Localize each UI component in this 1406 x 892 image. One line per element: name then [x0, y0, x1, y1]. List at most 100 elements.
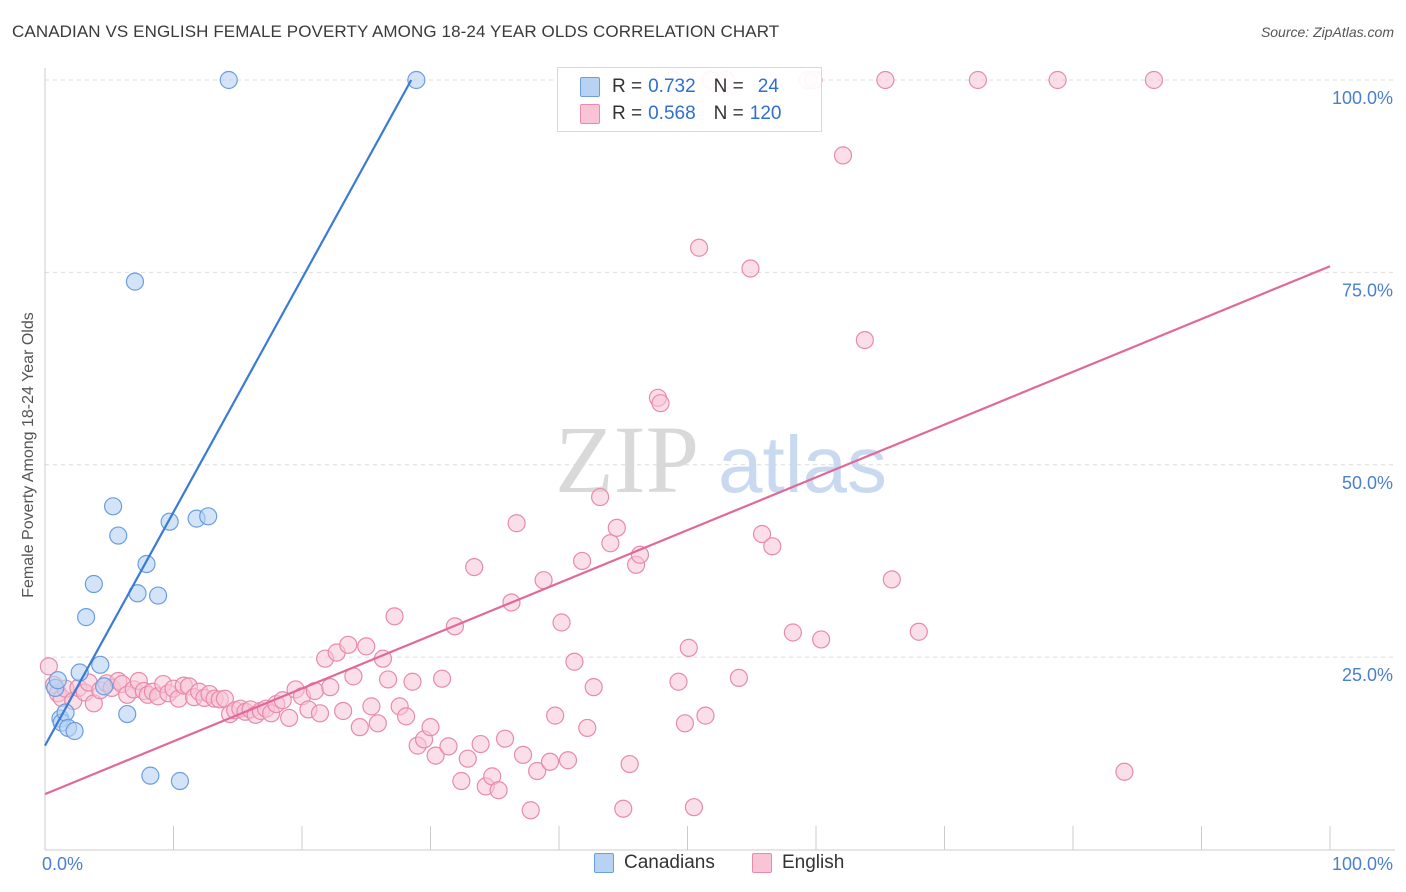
chart-title: CANADIAN VS ENGLISH FEMALE POVERTY AMONG… [12, 22, 780, 41]
canadians-swatch [594, 853, 614, 873]
source-label: Source: ZipAtlas.com [1260, 24, 1394, 40]
canadians-point [170, 771, 190, 791]
english-point [833, 146, 853, 165]
english-point [385, 607, 404, 626]
y-axis-label: Female Poverty Among 18-24 Year Olds [20, 312, 37, 598]
english-point [421, 718, 440, 737]
english-point [573, 551, 592, 571]
english-point [368, 714, 387, 733]
english-point [909, 622, 928, 641]
english-point [357, 637, 376, 656]
english-point [280, 708, 299, 728]
english-point [350, 718, 369, 737]
legend-label-english: English [782, 852, 845, 873]
tick-labels: 25.0% 50.0% 75.0% 100.0% 0.0% 100.0% [42, 88, 1393, 874]
english-point [439, 737, 458, 756]
english-point [675, 714, 695, 733]
english-point [696, 706, 715, 725]
english-point [763, 537, 782, 556]
canadians-point [109, 526, 128, 545]
english-point [855, 330, 874, 350]
english-trend-line [44, 265, 1331, 796]
watermark-atlas: atlas [718, 420, 887, 509]
english-point [601, 534, 620, 553]
english-point [689, 238, 709, 257]
english-point [620, 754, 639, 774]
english-point [783, 623, 802, 642]
x-tick-label-min: 0.0% [42, 854, 83, 874]
y-tick-label: 75.0% [1342, 280, 1393, 300]
english-point [614, 799, 633, 818]
correlation-legend: R = 0.732 N = 24 R = 0.568 N = 120 [557, 67, 822, 132]
legend-row-canadians: R = 0.732 N = 24 [580, 75, 779, 99]
canadians-point [407, 70, 426, 90]
english-point [729, 668, 749, 688]
english-point [546, 706, 565, 725]
english-point [669, 672, 688, 691]
legend-item-english[interactable]: English [752, 852, 844, 874]
canadians-swatch [580, 77, 600, 97]
english-point [465, 557, 484, 577]
english-point [584, 678, 603, 697]
english-point [552, 613, 571, 632]
english-point [651, 394, 670, 413]
english-point [458, 749, 477, 768]
y-tick-label: 25.0% [1342, 665, 1393, 685]
watermark-zip: ZIP [555, 406, 699, 513]
legend-r-label: R = [612, 103, 643, 124]
english-point [540, 752, 560, 771]
english-point [679, 638, 698, 657]
english-point [876, 70, 895, 90]
english-point [507, 514, 526, 533]
legend-n-label: N = [713, 103, 744, 124]
english-point [591, 487, 610, 507]
legend-r-value: 0.568 [648, 103, 696, 124]
english-point [362, 697, 381, 716]
english-swatch [752, 853, 772, 873]
trend-lines [44, 79, 1331, 796]
english-point [321, 678, 340, 697]
legend-label-canadians: Canadians [624, 852, 715, 873]
english-point [521, 801, 540, 820]
legend-r-value: 0.732 [648, 76, 696, 97]
x-tick-label-max: 100.0% [1332, 854, 1393, 874]
legend-n-label: N = [713, 76, 744, 97]
english-point [578, 718, 597, 738]
english-point [334, 701, 353, 721]
english-point [558, 751, 578, 770]
english-point [1115, 762, 1134, 781]
canadians-point [148, 586, 168, 605]
canadians-point [199, 507, 218, 526]
canadians-point [104, 497, 123, 516]
canadians-point [77, 608, 96, 627]
english-point [684, 798, 704, 817]
legend-r-label: R = [612, 76, 643, 97]
english-point [452, 771, 471, 791]
english-point [968, 70, 988, 90]
english-point [513, 745, 533, 764]
canadians-point [84, 574, 103, 594]
canadians-point [95, 677, 114, 696]
english-point [1144, 70, 1164, 90]
english-point [812, 630, 831, 649]
english-point [396, 707, 416, 726]
y-tick-label: 100.0% [1332, 88, 1393, 108]
axes [44, 68, 1395, 851]
english-swatch [580, 104, 600, 124]
legend-n-value: 24 [757, 76, 779, 97]
legend-item-canadians[interactable]: Canadians [594, 852, 715, 874]
canadians-points [46, 70, 426, 791]
canadians-point [65, 721, 84, 741]
english-point [1048, 70, 1067, 90]
english-point [882, 570, 901, 589]
english-point [378, 670, 398, 689]
english-point [39, 657, 58, 676]
canadians-point [141, 766, 160, 785]
canadians-trend-line [44, 79, 413, 747]
grid-lines [45, 79, 1395, 658]
english-point [310, 704, 330, 723]
english-point [426, 746, 445, 765]
watermark: ZIP atlas [555, 406, 887, 513]
y-tick-label: 50.0% [1342, 473, 1393, 493]
english-point [471, 734, 490, 754]
